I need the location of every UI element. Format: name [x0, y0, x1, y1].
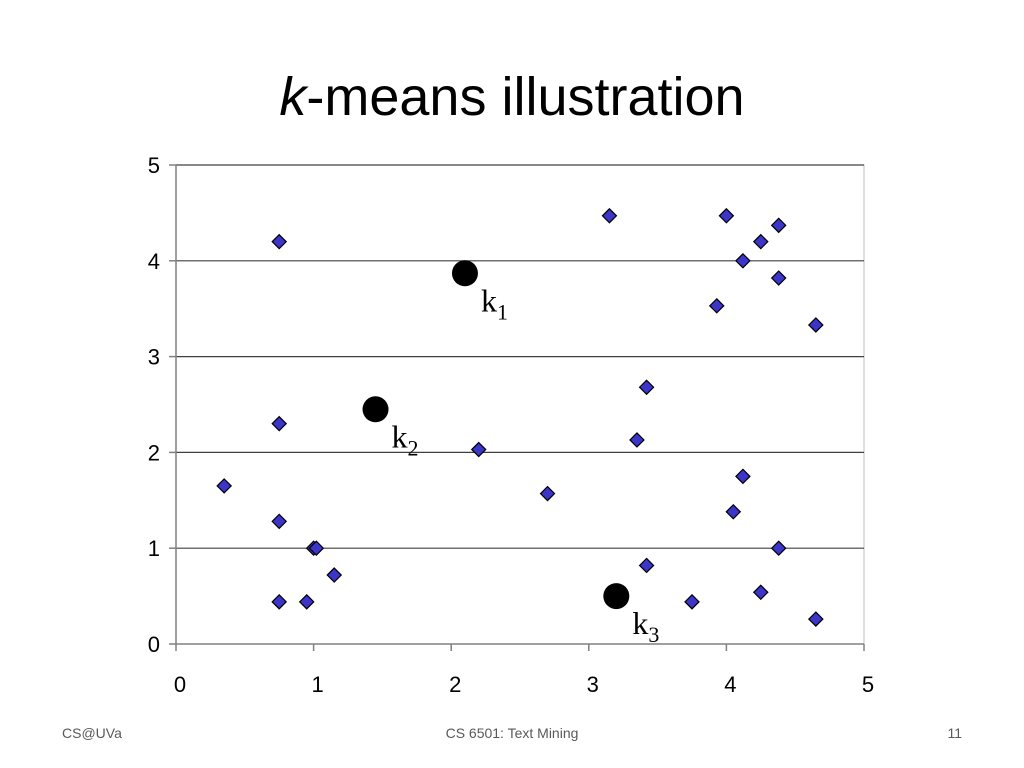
data-point-10: [470, 441, 487, 458]
data-point-17: [718, 207, 735, 224]
centroid-label-2: k2: [392, 418, 419, 460]
footer-page-number: 11: [947, 725, 962, 741]
y-tick-label-3: 3: [148, 345, 160, 370]
data-point-4: [271, 513, 288, 530]
data-point-16: [684, 593, 700, 610]
y-tick-label-2: 2: [148, 440, 160, 465]
data-point-3: [216, 478, 233, 494]
x-tick-label-0: 0: [174, 672, 186, 697]
data-point-14: [629, 432, 645, 448]
data-point-6: [308, 540, 325, 557]
data-point-11: [539, 485, 556, 502]
data-point-1: [271, 233, 288, 250]
centroid-marker-2: [362, 396, 389, 423]
data-point-25: [725, 503, 742, 520]
data-point-12: [601, 207, 618, 224]
data-point-19: [770, 217, 787, 234]
x-tick-label-5: 5: [862, 672, 874, 697]
x-tick-label-3: 3: [587, 672, 599, 697]
data-point-23: [807, 317, 824, 333]
centroid-label-3: k3: [632, 605, 659, 647]
data-point-15: [638, 557, 655, 574]
data-point-22: [708, 297, 725, 314]
x-tick-label-4: 4: [724, 672, 736, 697]
title-text: -means illustration: [306, 67, 745, 127]
y-tick-label-1: 1: [148, 536, 160, 561]
data-point-18: [752, 233, 769, 250]
data-point-7: [326, 567, 343, 583]
title-variable: k: [279, 67, 307, 127]
data-point-27: [752, 584, 769, 601]
centroid-marker-1: [451, 260, 478, 287]
footer-course: CS 6501: Text Mining: [445, 725, 579, 741]
data-point-28: [807, 611, 824, 627]
data-point-8: [271, 593, 288, 610]
x-tick-label-1: 1: [311, 672, 323, 697]
footer-affiliation: CS@UVa: [62, 725, 122, 741]
data-point-2: [271, 415, 288, 432]
centroid-label-1: k1: [481, 282, 508, 324]
data-point-24: [735, 468, 751, 485]
y-tick-label-5: 5: [148, 153, 160, 178]
y-tick-label-0: 0: [148, 632, 160, 657]
y-tick-label-4: 4: [148, 249, 160, 274]
data-point-21: [770, 270, 787, 286]
data-point-20: [735, 252, 751, 269]
data-point-9: [298, 593, 315, 610]
slide-title: k-means illustration: [0, 62, 1024, 132]
centroid-marker-3: [603, 583, 630, 610]
x-tick-label-2: 2: [449, 672, 461, 697]
data-point-26: [770, 540, 787, 557]
data-point-13: [638, 379, 655, 396]
